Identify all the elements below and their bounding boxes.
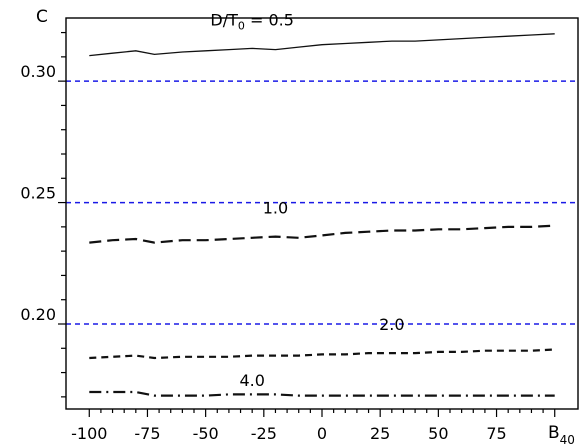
y-tick-label: 0.20 xyxy=(20,305,56,324)
x-axis-title-main: B xyxy=(548,423,560,443)
x-tick-label: -25 xyxy=(251,424,277,443)
x-tick-label: -75 xyxy=(134,424,160,443)
series-line xyxy=(89,224,555,244)
series-line xyxy=(89,348,555,360)
x-tick-label: 50 xyxy=(428,424,448,443)
y-axis-ticks: 0.20 0.25 0.30 xyxy=(20,31,66,398)
series-label: 4.0 xyxy=(239,371,264,390)
x-axis-title: B40 xyxy=(548,423,575,446)
series-label: D/T0 = 0.5 xyxy=(210,10,294,32)
x-axis-title-subscript: 40 xyxy=(560,433,575,446)
reference-lines xyxy=(66,80,578,325)
y-tick-label: 0.25 xyxy=(20,184,56,203)
x-tick-label: 0 xyxy=(317,424,327,443)
series-line xyxy=(89,33,555,57)
y-tick-label: 0.30 xyxy=(20,62,56,81)
series-line xyxy=(89,390,555,397)
series-lines xyxy=(89,33,555,397)
x-tick-label: -100 xyxy=(71,424,107,443)
x-tick-label: 75 xyxy=(486,424,506,443)
x-tick-label: 25 xyxy=(370,424,390,443)
series-label: 2.0 xyxy=(379,315,404,334)
series-label: 1.0 xyxy=(263,199,288,218)
series-labels: D/T0 = 0.5 1.0 2.0 4.0 xyxy=(210,10,404,390)
x-axis-ticks: -100 -75 -50 -25 0 25 50 75 xyxy=(71,409,556,443)
x-tick-label: -50 xyxy=(193,424,219,443)
y-axis-title: C xyxy=(36,7,48,27)
